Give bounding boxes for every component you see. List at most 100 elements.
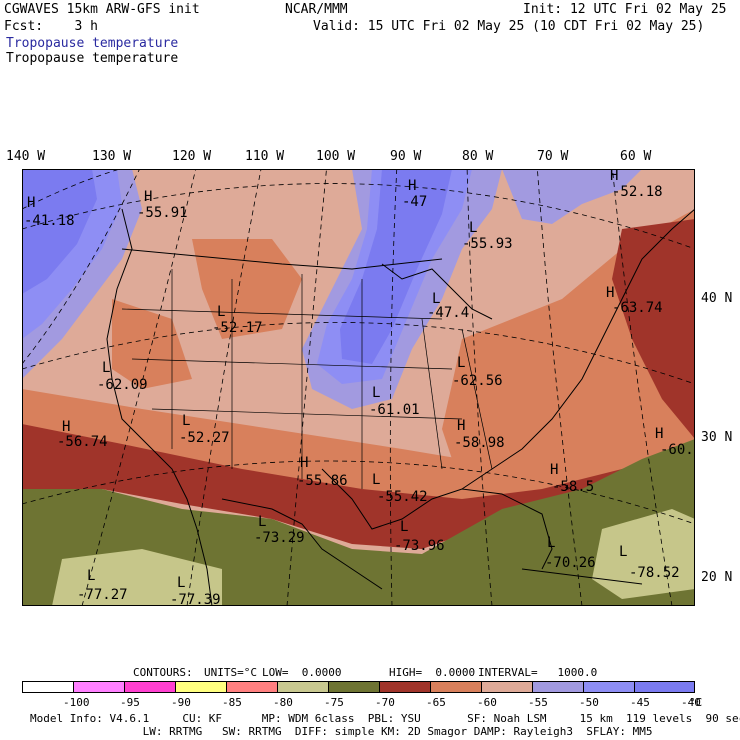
region-central-coldest [340, 169, 452, 364]
extremum-letter: H [606, 285, 614, 301]
extremum-letter: H [300, 455, 308, 471]
legend-level: -60 [477, 696, 497, 709]
extremum-value: -55.91 [137, 205, 188, 221]
extremum-letter: L [372, 385, 380, 401]
lon-label-130w: 130 W [92, 149, 132, 164]
graticule [22, 169, 695, 606]
legend-level: -65 [426, 696, 446, 709]
model-info-line2: LW: RRTMG SW: RRTMG DIFF: simple KM: 2D … [30, 725, 653, 738]
extremum-letter: L [432, 291, 440, 307]
color-legend [22, 681, 695, 693]
extremum-value: -77.27 [77, 587, 128, 603]
extremum-value: -55.93 [462, 236, 513, 252]
units-label: UNITS=°C [204, 666, 257, 679]
legend-level: -100 [63, 696, 90, 709]
model-title: CGWAVES 15km ARW-GFS init [4, 2, 200, 17]
legend-swatch-4 [226, 681, 278, 693]
legend-level: -90 [171, 696, 191, 709]
legend-level: -95 [120, 696, 140, 709]
extrema-labels: H -41.18 H -55.91 H -47 L -55.93 H -52.1… [24, 169, 695, 606]
legend-swatch-8 [430, 681, 482, 693]
legend-swatch-6 [328, 681, 380, 693]
extremum-value: -55.42 [377, 489, 428, 505]
extremum-value: -62.09 [97, 377, 148, 393]
legend-swatch-10 [532, 681, 584, 693]
legend-swatch-2 [124, 681, 176, 693]
extremum-letter: L [372, 472, 380, 488]
region-tropical-light-east [592, 509, 695, 599]
field-name-colored: Tropopause temperature [6, 36, 179, 51]
interval-label: INTERVAL= 1000.0 [478, 666, 598, 679]
extremum-value: -78.52 [629, 565, 680, 581]
extremum-value: -70.26 [545, 555, 596, 571]
extremum-value: -77.39 [170, 592, 221, 606]
lat-label-40n: 40 N [701, 291, 733, 306]
legend-level: -75 [324, 696, 344, 709]
init-time: Init: 12 UTC Fri 02 May 25 [523, 2, 727, 17]
extremum-letter: L [400, 519, 408, 535]
forecast-hour: Fcst: 3 h [4, 19, 98, 34]
extremum-value: -61.01 [369, 402, 420, 418]
extremum-value: -47.4 [427, 305, 469, 321]
extremum-letter: L [217, 304, 225, 320]
extremum-value: -58.98 [454, 435, 505, 451]
extremum-letter: H [550, 462, 558, 478]
extremum-value: -62.56 [452, 373, 503, 389]
organization: NCAR/MMM [285, 2, 348, 17]
extremum-letter: H [610, 169, 618, 184]
extremum-letter: L [258, 514, 266, 530]
contours-label: CONTOURS: [133, 666, 193, 679]
extremum-value: -41.18 [24, 213, 75, 229]
extremum-letter: L [87, 568, 95, 584]
coastlines [106, 208, 695, 606]
legend-level: -85 [222, 696, 242, 709]
extremum-letter: L [102, 360, 110, 376]
extremum-letter: L [182, 413, 190, 429]
extremum-value: -47 [402, 194, 427, 210]
extremum-letter: H [62, 419, 70, 435]
legend-swatch-1 [73, 681, 125, 693]
region-tropical-light-west [52, 549, 222, 606]
legend-level: -45 [630, 696, 650, 709]
region-south-warm [22, 389, 695, 519]
legend-level: -50 [579, 696, 599, 709]
lon-label-100w: 100 W [316, 149, 356, 164]
legend-swatch-7 [379, 681, 431, 693]
legend-swatch-3 [175, 681, 227, 693]
legend-unit: °C [689, 696, 703, 709]
lon-label-140w: 140 W [6, 149, 46, 164]
high-label: HIGH= 0.0000 [389, 666, 476, 679]
legend-level: -70 [375, 696, 395, 709]
extremum-letter: L [457, 355, 465, 371]
lat-label-30n: 30 N [701, 430, 733, 445]
valid-time: Valid: 15 UTC Fri 02 May 25 (10 CDT Fri … [313, 19, 705, 34]
extremum-letter: H [27, 195, 35, 211]
lon-label-80w: 80 W [462, 149, 494, 164]
region-northeast-hot [612, 219, 695, 439]
extremum-value: -52.17 [212, 320, 263, 336]
legend-swatch-0 [22, 681, 74, 693]
legend-level: -40 [681, 696, 701, 709]
field-name-contour: Tropopause temperature [6, 51, 179, 66]
lon-label-90w: 90 W [390, 149, 422, 164]
legend-swatch-5 [277, 681, 329, 693]
extremum-letter: H [144, 189, 152, 205]
extremum-value: -55.86 [297, 473, 348, 489]
legend-level: -55 [528, 696, 548, 709]
extremum-letter: H [655, 426, 663, 442]
tropopause-map: H -41.18 H -55.91 H -47 L -55.93 H -52.1… [22, 169, 695, 606]
lon-label-70w: 70 W [537, 149, 569, 164]
extremum-value: -52.18 [612, 184, 663, 200]
region-northeast-cold [502, 169, 642, 224]
state-borders [121, 269, 493, 489]
lon-label-110w: 110 W [245, 149, 285, 164]
extremum-value: -73.29 [254, 530, 305, 546]
extremum-letter: L [619, 544, 627, 560]
model-info-line1: Model Info: V4.6.1 CU: KF MP: WDM 6class… [30, 712, 740, 725]
extremum-value: -60.3 [660, 442, 695, 458]
legend-swatch-12 [634, 681, 695, 693]
extremum-letter: L [177, 575, 185, 591]
extremum-value: -63.74 [612, 300, 663, 316]
lon-label-60w: 60 W [620, 149, 652, 164]
extremum-value: -56.74 [57, 434, 108, 450]
